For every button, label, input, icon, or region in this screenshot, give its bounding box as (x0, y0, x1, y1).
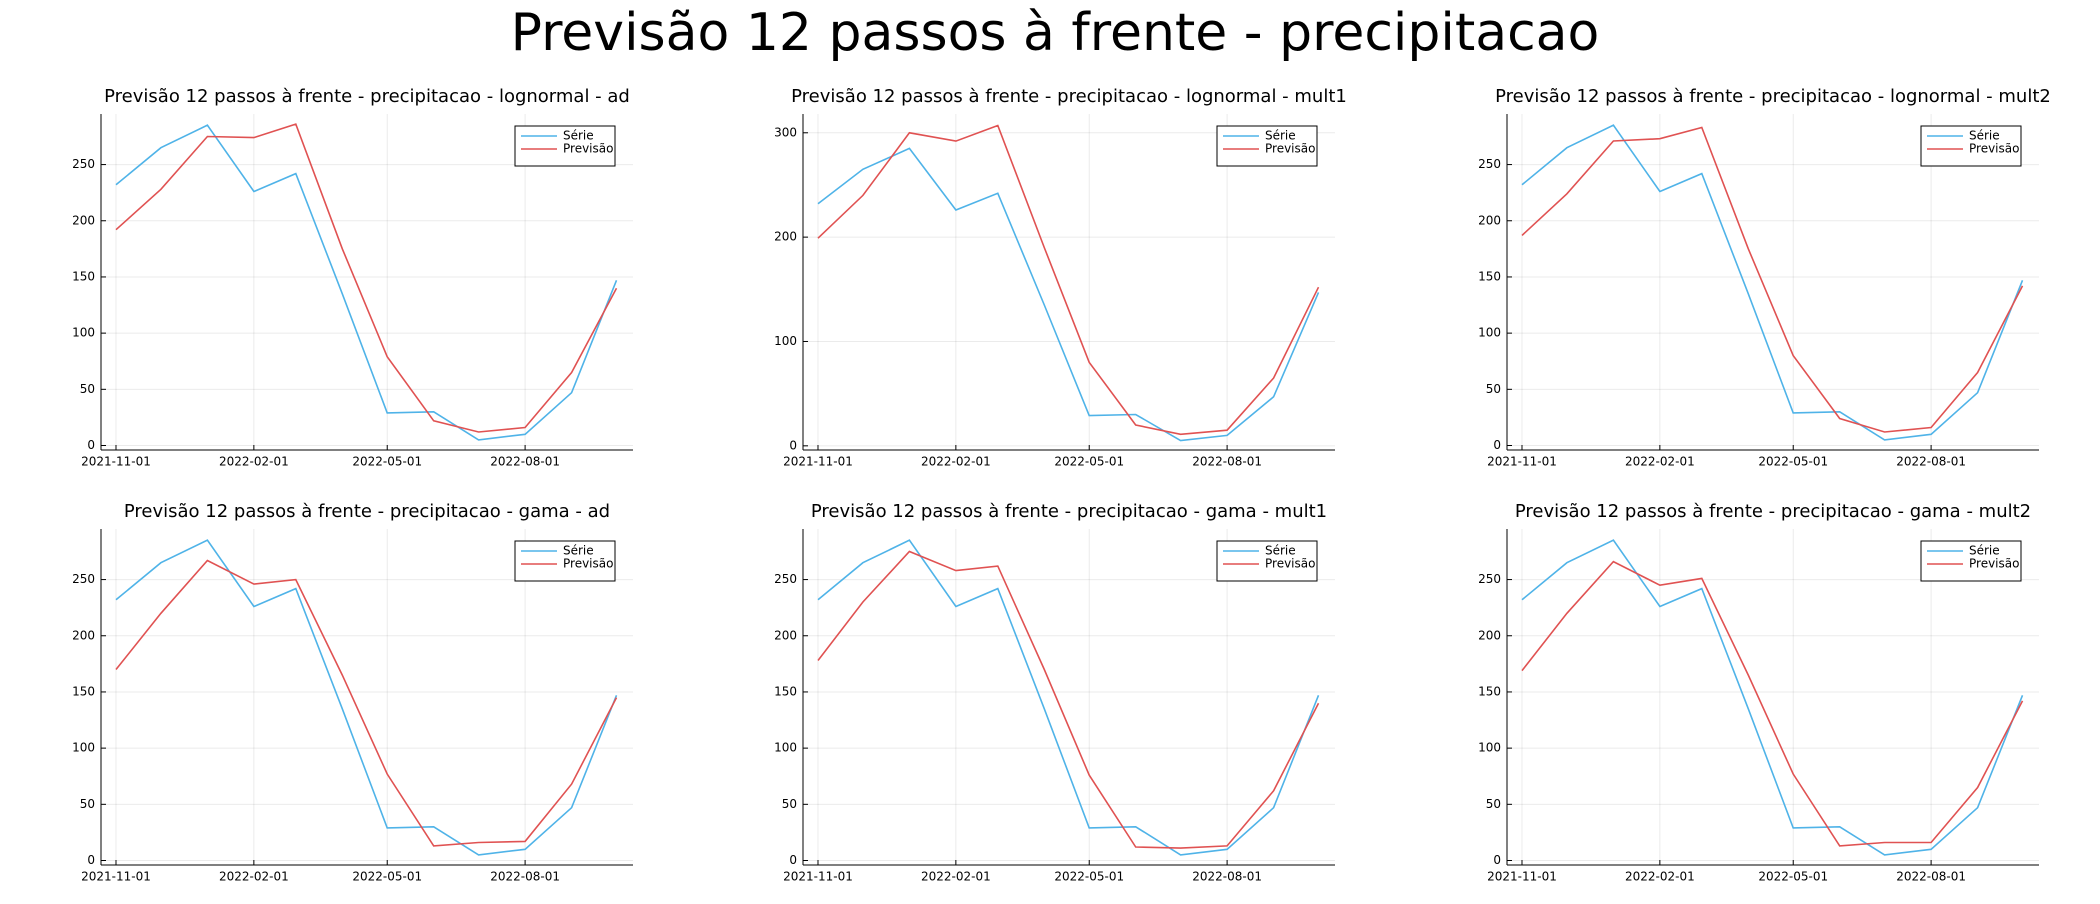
x-tick-label: 2022-08-01 (1896, 455, 1966, 469)
series-line (817, 147, 1320, 442)
y-tick-label: 100 (1478, 326, 1501, 340)
x-tick-label: 2022-02-01 (1625, 455, 1695, 469)
x-tick-label: 2021-11-01 (783, 870, 853, 884)
y-tick-label: 250 (1478, 572, 1501, 586)
y-tick-label: 250 (72, 572, 95, 586)
y-tick-label: 300 (774, 125, 797, 139)
y-tick-label: 50 (80, 382, 95, 396)
subplot-title: Previsão 12 passos à frente - precipitac… (124, 501, 610, 522)
y-tick-label: 200 (1478, 628, 1501, 642)
subplot-title: Previsão 12 passos à frente - precipitac… (104, 86, 630, 107)
x-tick-label: 2022-02-01 (1625, 870, 1695, 884)
legend-box (1216, 540, 1318, 582)
y-tick-label: 150 (1478, 269, 1501, 283)
legend-label: Previsão (563, 557, 613, 571)
y-tick-label: 250 (774, 572, 797, 586)
x-tick-label: 2022-05-01 (1758, 455, 1828, 469)
y-tick-label: 0 (1493, 438, 1501, 452)
x-tick-label: 2021-11-01 (81, 455, 151, 469)
x-tick-label: 2021-11-01 (1487, 455, 1557, 469)
legend-box (514, 540, 616, 582)
legend-label: Série (1969, 544, 2000, 558)
x-tick-label: 2021-11-01 (1487, 870, 1557, 884)
legend-box (1216, 125, 1318, 167)
x-tick-label: 2021-11-01 (81, 870, 151, 884)
y-tick-label: 0 (1493, 853, 1501, 867)
subplot-title: Previsão 12 passos à frente - precipitac… (1495, 86, 2051, 107)
x-tick-label: 2022-08-01 (490, 870, 560, 884)
subplot-title: Previsão 12 passos à frente - precipitac… (1515, 501, 2031, 522)
x-tick-label: 2022-05-01 (352, 455, 422, 469)
x-tick-label: 2022-02-01 (219, 870, 289, 884)
legend-box (1920, 125, 2022, 167)
subplot-title: Previsão 12 passos à frente - precipitac… (811, 501, 1327, 522)
legend-label: Série (1265, 544, 1296, 558)
legend-label: Série (563, 544, 594, 558)
x-tick-label: 2022-08-01 (1192, 870, 1262, 884)
figure-title: Previsão 12 passos à frente - precipitac… (511, 3, 1600, 63)
y-tick-label: 0 (789, 853, 797, 867)
series-line (1521, 126, 2024, 433)
y-tick-label: 150 (72, 269, 95, 283)
legend-label: Previsão (1265, 557, 1315, 571)
y-tick-label: 100 (72, 741, 95, 755)
series-line (115, 123, 618, 433)
series-line (1521, 560, 2024, 847)
x-tick-label: 2022-02-01 (921, 870, 991, 884)
series-line (1521, 539, 2024, 856)
x-tick-label: 2022-08-01 (490, 455, 560, 469)
x-tick-label: 2022-08-01 (1192, 455, 1262, 469)
y-tick-label: 50 (782, 797, 797, 811)
y-tick-label: 200 (1478, 213, 1501, 227)
y-tick-label: 250 (72, 157, 95, 171)
y-tick-label: 0 (789, 438, 797, 452)
legend-box (514, 125, 616, 167)
x-tick-label: 2022-05-01 (1758, 870, 1828, 884)
y-tick-label: 150 (774, 684, 797, 698)
legend-label: Previsão (1265, 142, 1315, 156)
legend-label: Previsão (1969, 557, 2019, 571)
x-tick-label: 2022-08-01 (1896, 870, 1966, 884)
y-tick-label: 0 (87, 438, 95, 452)
legend-label: Previsão (1969, 142, 2019, 156)
y-tick-label: 200 (774, 230, 797, 244)
y-tick-label: 100 (774, 741, 797, 755)
x-tick-label: 2022-02-01 (219, 455, 289, 469)
y-tick-label: 50 (1486, 797, 1501, 811)
y-tick-label: 200 (72, 628, 95, 642)
y-tick-label: 250 (1478, 157, 1501, 171)
series-line (115, 559, 618, 847)
y-tick-label: 150 (72, 684, 95, 698)
x-tick-label: 2022-02-01 (921, 455, 991, 469)
series-line (817, 124, 1320, 436)
y-tick-label: 200 (72, 213, 95, 227)
y-tick-label: 50 (1486, 382, 1501, 396)
legend-box (1920, 540, 2022, 582)
x-tick-label: 2022-05-01 (1054, 455, 1124, 469)
subplot-title: Previsão 12 passos à frente - precipitac… (791, 86, 1347, 107)
y-tick-label: 50 (80, 797, 95, 811)
y-tick-label: 100 (774, 334, 797, 348)
y-tick-label: 0 (87, 853, 95, 867)
legend-label: Série (563, 129, 594, 143)
series-line (115, 539, 618, 856)
y-tick-label: 150 (1478, 684, 1501, 698)
y-tick-label: 200 (774, 628, 797, 642)
legend-label: Série (1265, 129, 1296, 143)
series-line (115, 124, 618, 441)
legend-label: Previsão (563, 142, 613, 156)
y-tick-label: 100 (72, 326, 95, 340)
series-line (817, 550, 1320, 849)
x-tick-label: 2022-05-01 (1054, 870, 1124, 884)
series-line (817, 539, 1320, 856)
y-tick-label: 100 (1478, 741, 1501, 755)
legend-label: Série (1969, 129, 2000, 143)
x-tick-label: 2022-05-01 (352, 870, 422, 884)
series-line (1521, 124, 2024, 441)
x-tick-label: 2021-11-01 (783, 455, 853, 469)
